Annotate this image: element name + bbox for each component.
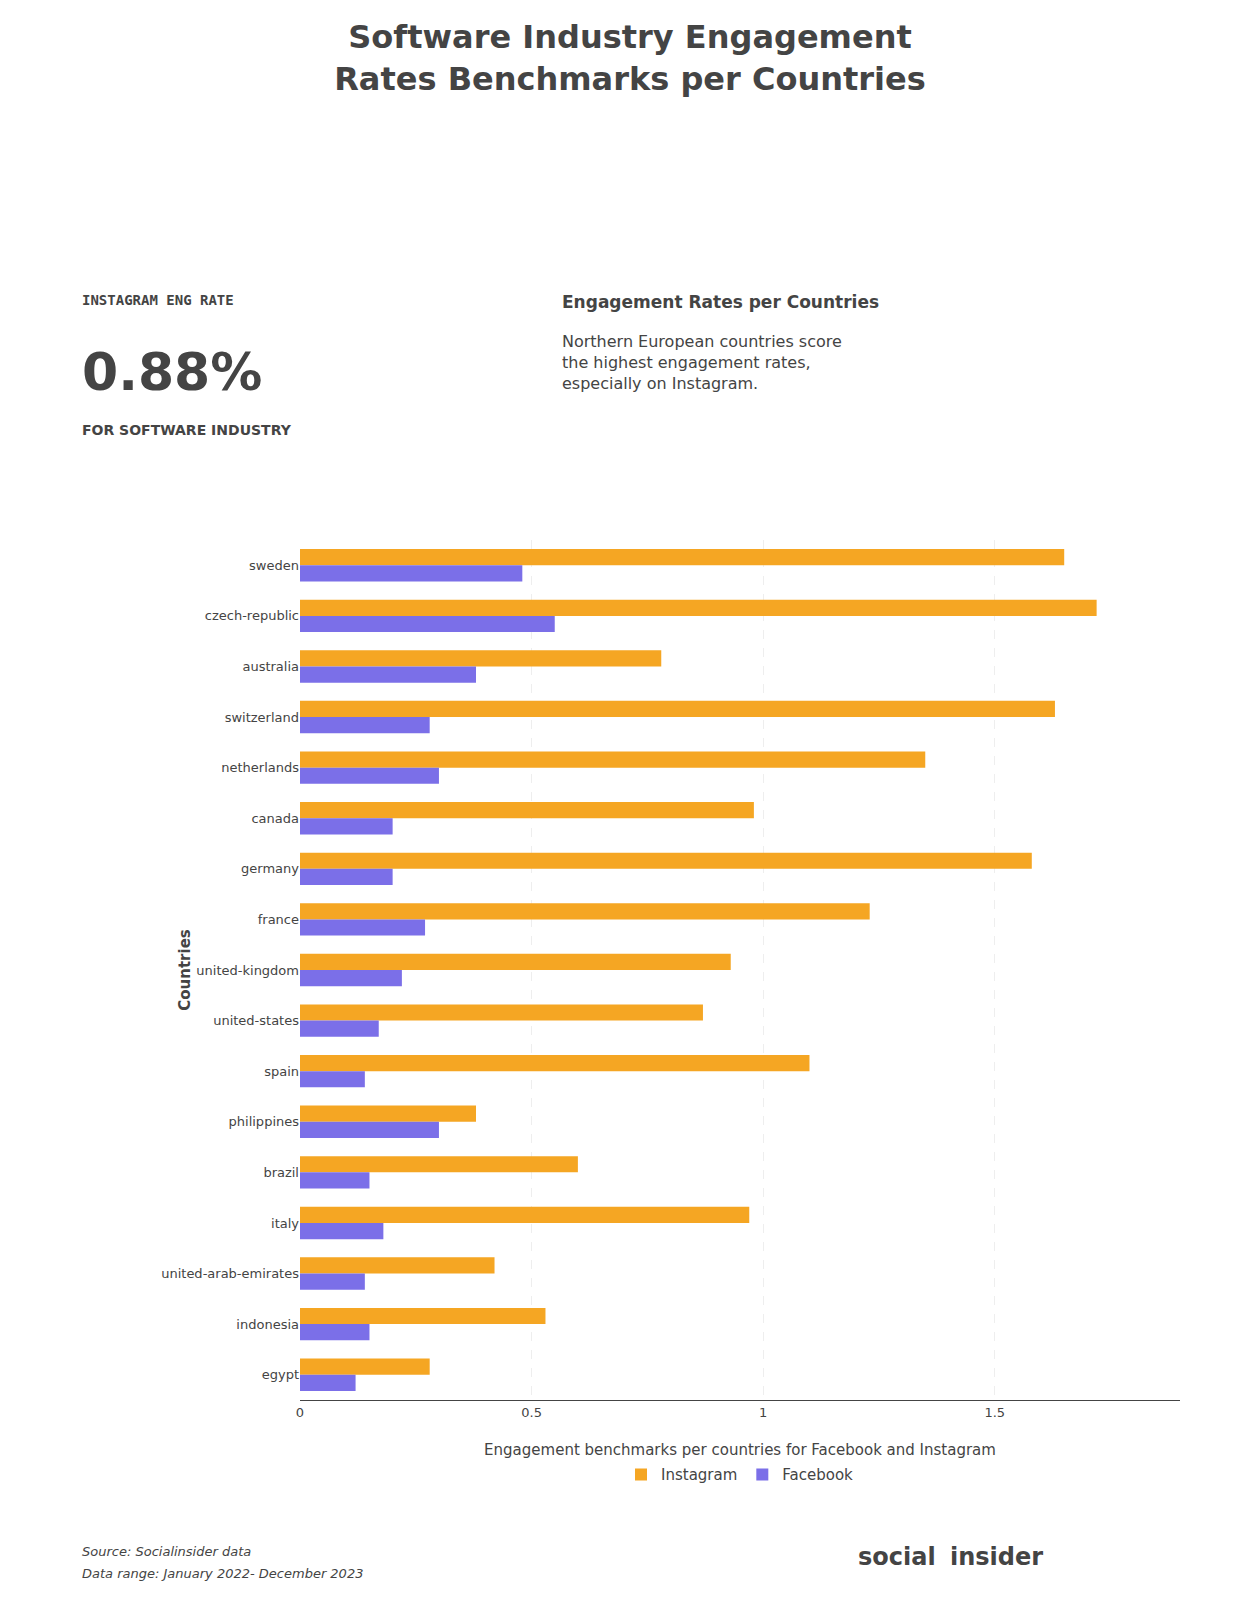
svg-text:insider: insider bbox=[950, 1543, 1043, 1571]
svg-text:0: 0 bbox=[296, 1405, 304, 1420]
svg-text:Instagram: Instagram bbox=[661, 1466, 737, 1484]
svg-text:Northern European countries sc: Northern European countries scorethe hig… bbox=[562, 332, 842, 393]
svg-text:brazil: brazil bbox=[263, 1165, 299, 1180]
svg-text:INSTAGRAM ENG RATE: INSTAGRAM ENG RATE bbox=[82, 292, 234, 308]
svg-text:france: france bbox=[258, 912, 299, 927]
svg-text:Data range: January 2022- Dece: Data range: January 2022- December 2023 bbox=[82, 1566, 363, 1581]
svg-text:czech-republic: czech-republic bbox=[205, 608, 299, 623]
svg-text:FOR SOFTWARE INDUSTRY: FOR SOFTWARE INDUSTRY bbox=[82, 422, 292, 438]
svg-text:Engagement benchmarks per coun: Engagement benchmarks per countries for … bbox=[484, 1441, 996, 1459]
svg-text:Countries: Countries bbox=[176, 929, 194, 1011]
svg-text:social: social bbox=[858, 1543, 936, 1571]
svg-text:0.88%: 0.88% bbox=[82, 342, 262, 402]
svg-text:united-arab-emirates: united-arab-emirates bbox=[161, 1266, 299, 1281]
svg-text:Engagement Rates per Countries: Engagement Rates per Countries bbox=[562, 292, 879, 312]
svg-text:germany: germany bbox=[241, 861, 299, 876]
svg-text:1: 1 bbox=[759, 1405, 767, 1420]
svg-text:egypt: egypt bbox=[262, 1367, 299, 1382]
svg-text:switzerland: switzerland bbox=[225, 710, 299, 725]
svg-text:sweden: sweden bbox=[249, 558, 299, 573]
svg-text:spain: spain bbox=[264, 1064, 299, 1079]
svg-text:united-states: united-states bbox=[213, 1013, 299, 1028]
svg-text:0.5: 0.5 bbox=[521, 1405, 542, 1420]
svg-text:philippines: philippines bbox=[229, 1114, 300, 1129]
svg-text:netherlands: netherlands bbox=[221, 760, 299, 775]
svg-text:australia: australia bbox=[242, 659, 299, 674]
svg-text:italy: italy bbox=[271, 1215, 299, 1230]
svg-text:indonesia: indonesia bbox=[236, 1317, 299, 1332]
svg-text:Facebook: Facebook bbox=[782, 1466, 853, 1484]
svg-text:Source: Socialinsider data: Source: Socialinsider data bbox=[82, 1544, 251, 1559]
svg-text:canada: canada bbox=[251, 811, 299, 826]
svg-text:Software Industry EngagementRa: Software Industry EngagementRates Benchm… bbox=[334, 18, 926, 98]
svg-text:1.5: 1.5 bbox=[984, 1405, 1005, 1420]
svg-text:united-kingdom: united-kingdom bbox=[196, 963, 299, 978]
